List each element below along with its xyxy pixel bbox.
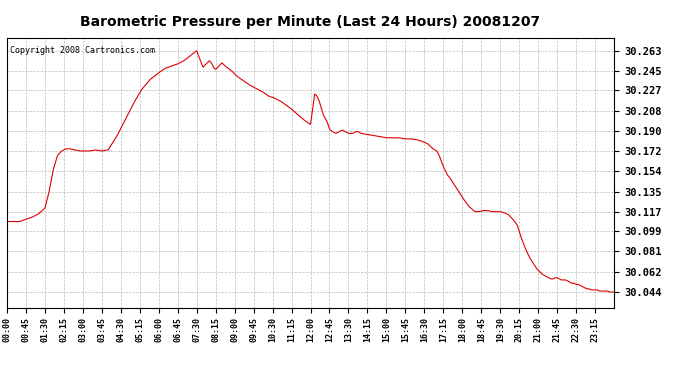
Text: Barometric Pressure per Minute (Last 24 Hours) 20081207: Barometric Pressure per Minute (Last 24 … — [81, 15, 540, 29]
Text: Copyright 2008 Cartronics.com: Copyright 2008 Cartronics.com — [10, 46, 155, 55]
